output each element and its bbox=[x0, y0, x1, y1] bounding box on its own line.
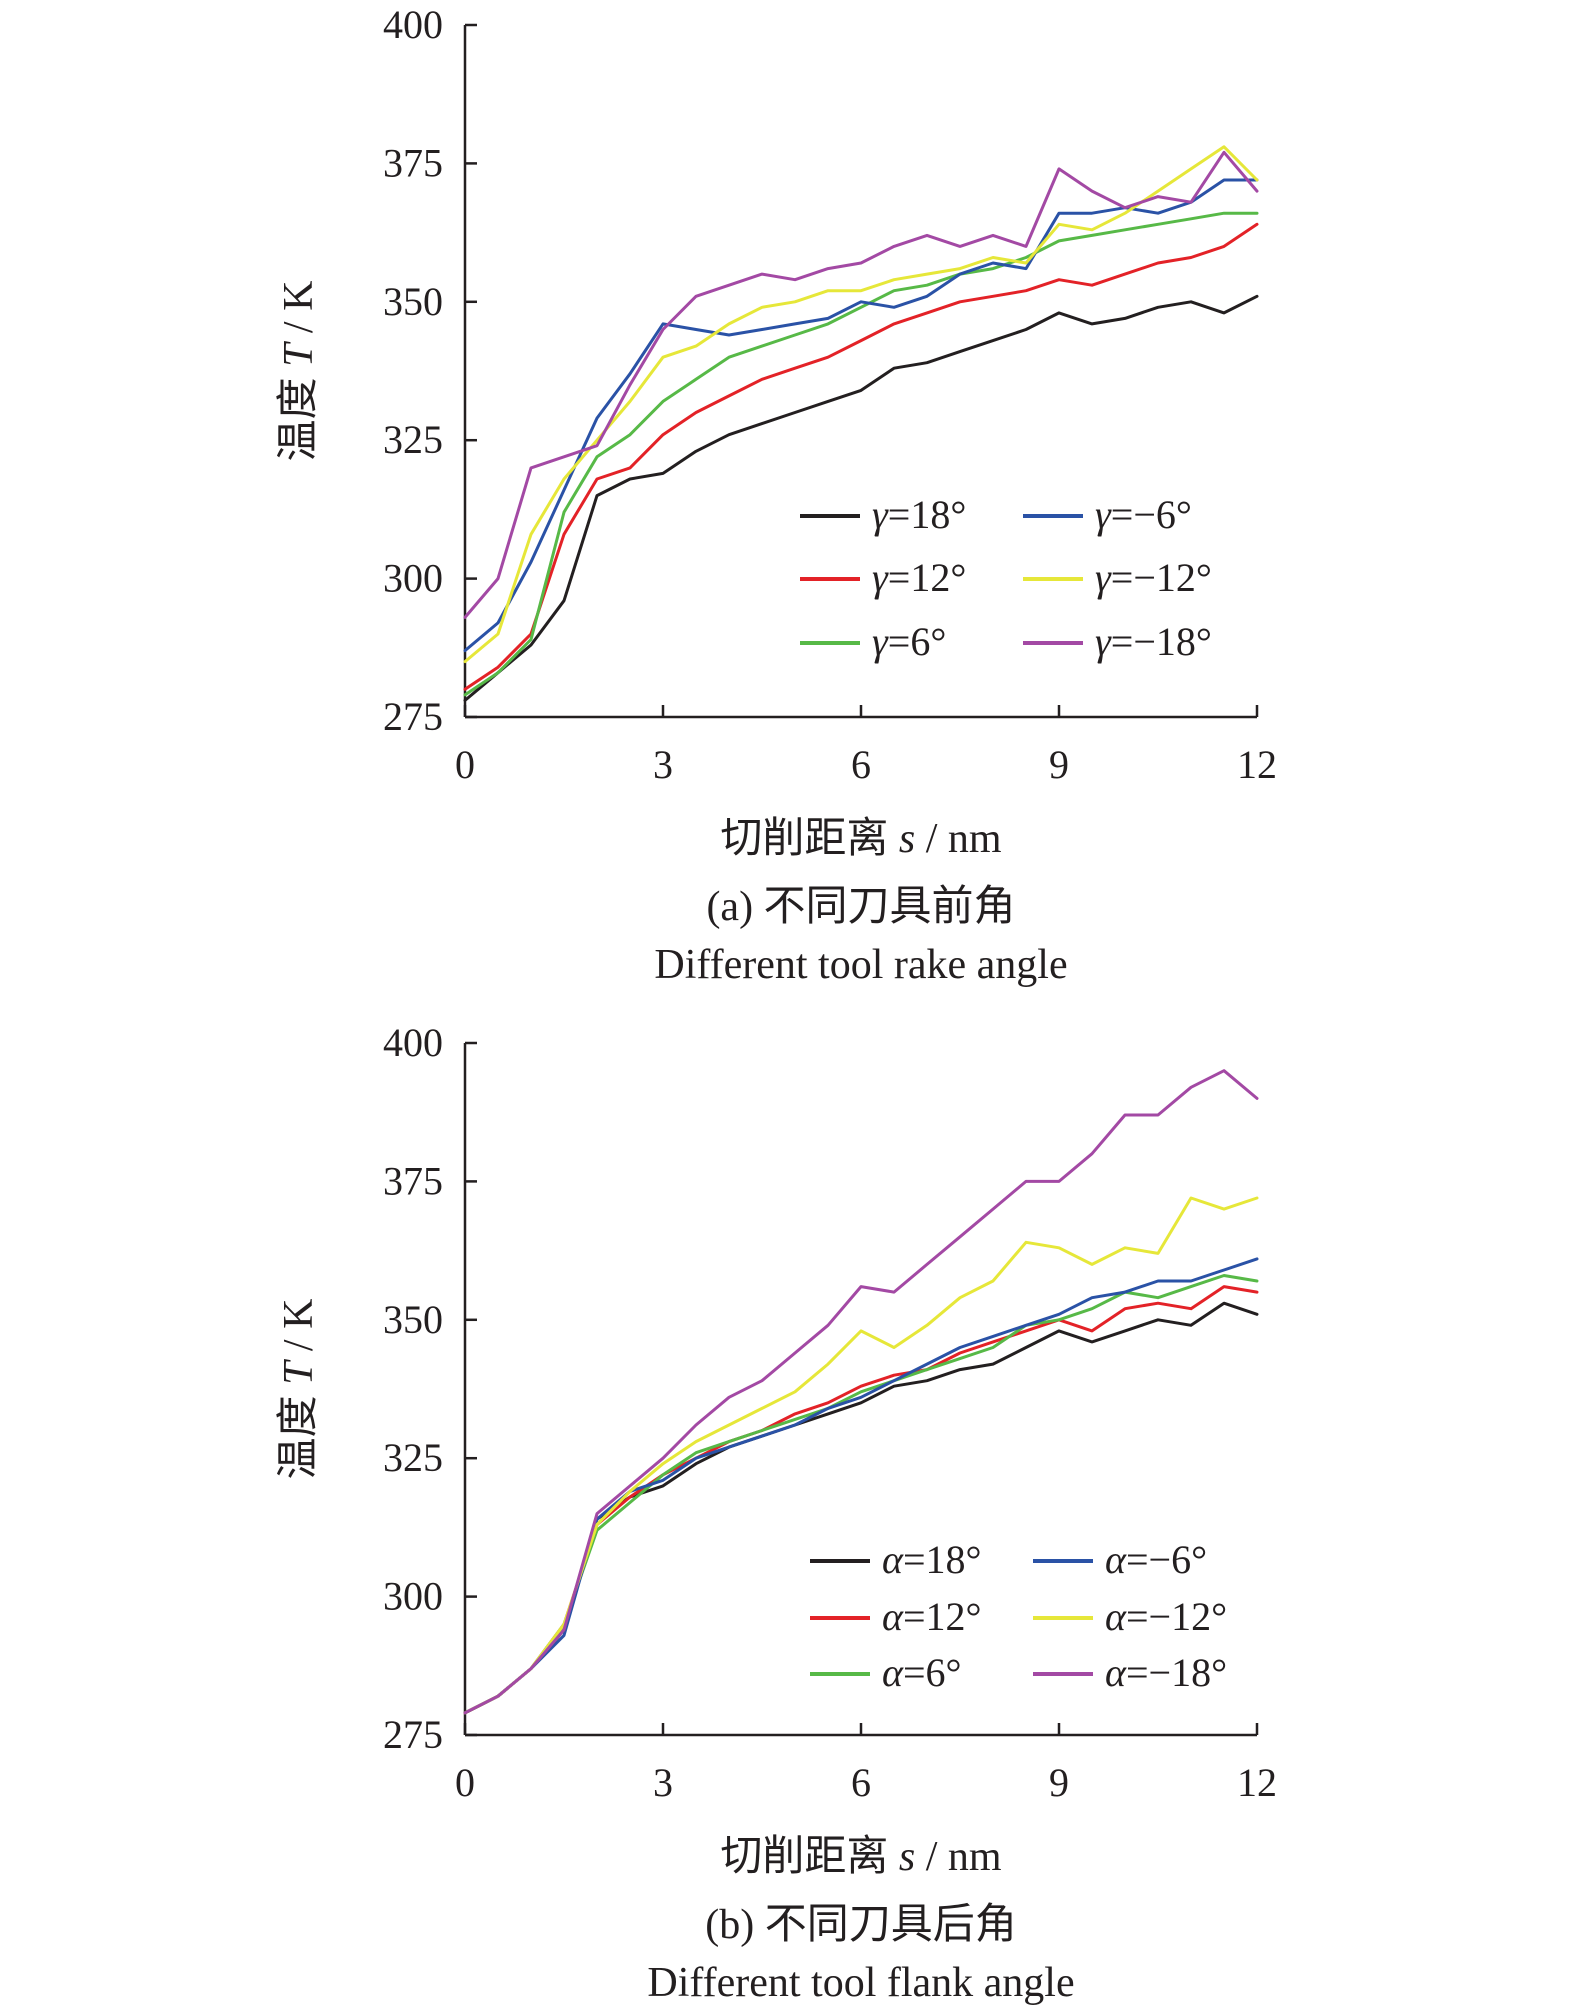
x-tick-label: 0 bbox=[455, 1760, 475, 1805]
series-line-γ-2 bbox=[463, 211, 1259, 697]
x-tick-label: 6 bbox=[851, 742, 871, 787]
legend-label: α=−12° bbox=[1105, 1594, 1227, 1639]
series-line-γ-4 bbox=[463, 145, 1259, 664]
series-line-α-2 bbox=[463, 1274, 1259, 1715]
panel-subcaption: Different tool flank angle bbox=[647, 1960, 1074, 2006]
legend: α=18° α=12° α=6° α=−6° α=−12° α=−18° bbox=[810, 1537, 1227, 1695]
series-line-α-5 bbox=[463, 1069, 1259, 1715]
y-tick-label: 275 bbox=[383, 694, 443, 739]
y-tick-label: 300 bbox=[383, 1574, 443, 1619]
y-tick-label: 325 bbox=[383, 417, 443, 462]
x-tick-label: 6 bbox=[851, 1760, 871, 1805]
legend-label: γ=−18° bbox=[1095, 619, 1212, 664]
x-tick-label: 3 bbox=[653, 1760, 673, 1805]
y-tick-label: 350 bbox=[383, 279, 443, 324]
x-tick-label: 9 bbox=[1049, 1760, 1069, 1805]
y-tick-label: 375 bbox=[383, 1158, 443, 1203]
legend-label: γ=6° bbox=[872, 619, 946, 664]
legend-label: γ=−12° bbox=[1095, 555, 1212, 600]
x-tick-label: 3 bbox=[653, 742, 673, 787]
y-axis-title: 温度 T / K bbox=[276, 1299, 322, 1480]
legend: γ=18° γ=12° γ=6° γ=−6° γ=−12° γ=−18° bbox=[800, 492, 1212, 664]
series-line-γ-0 bbox=[463, 294, 1259, 702]
y-tick-label: 300 bbox=[383, 556, 443, 601]
y-tick-label: 400 bbox=[383, 2, 443, 47]
legend-label: α=12° bbox=[882, 1594, 982, 1639]
panel-caption: (a) 不同刀具前角 bbox=[706, 884, 1015, 930]
legend-label: γ=18° bbox=[872, 492, 966, 537]
legend-label: α=18° bbox=[882, 1537, 982, 1582]
x-tick-label: 12 bbox=[1237, 742, 1277, 787]
legend-label: γ=12° bbox=[872, 555, 966, 600]
series-line-γ-1 bbox=[463, 222, 1259, 691]
series-line-α-1 bbox=[463, 1285, 1259, 1715]
legend-label: α=−18° bbox=[1105, 1650, 1227, 1695]
y-tick-label: 350 bbox=[383, 1297, 443, 1342]
series-line-γ-5 bbox=[463, 150, 1259, 619]
legend-label: γ=−6° bbox=[1095, 492, 1192, 537]
y-tick-label: 400 bbox=[383, 1020, 443, 1065]
legend-label: α=−6° bbox=[1105, 1537, 1207, 1582]
y-tick-label: 375 bbox=[383, 140, 443, 185]
x-tick-label: 12 bbox=[1237, 1760, 1277, 1805]
x-axis-title: 切削距离 s / nm bbox=[720, 815, 1002, 862]
y-tick-label: 325 bbox=[383, 1435, 443, 1480]
y-axis-title: 温度 T / K bbox=[276, 281, 322, 462]
x-axis-title: 切削距离 s / nm bbox=[720, 1833, 1002, 1880]
series-line-α-3 bbox=[463, 1257, 1259, 1715]
y-tick-label: 275 bbox=[383, 1712, 443, 1757]
panel-subcaption: Different tool rake angle bbox=[654, 942, 1067, 988]
series-line-α-4 bbox=[463, 1196, 1259, 1715]
x-tick-label: 9 bbox=[1049, 742, 1069, 787]
panel-caption: (b) 不同刀具后角 bbox=[705, 1902, 1016, 1948]
x-tick-label: 0 bbox=[455, 742, 475, 787]
legend-label: α=6° bbox=[882, 1650, 962, 1695]
